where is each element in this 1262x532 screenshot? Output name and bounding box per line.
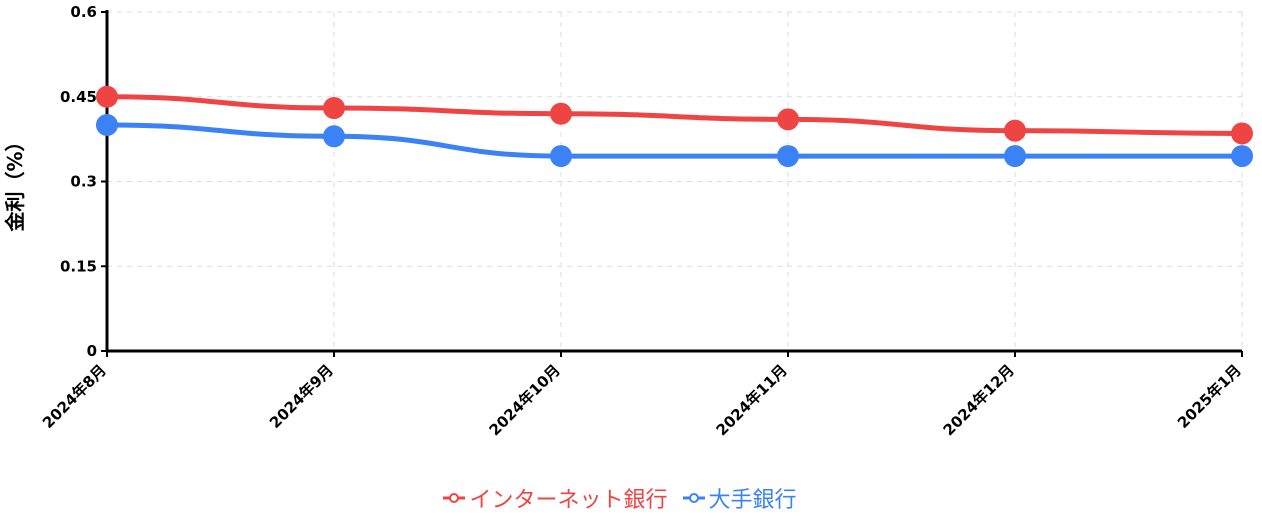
data-point[interactable] (1004, 145, 1026, 168)
data-point[interactable] (96, 114, 118, 136)
x-tick-label: 2024年10月 (486, 361, 564, 439)
legend-line-icon (682, 493, 705, 503)
y-tick-label: 0 (87, 342, 97, 360)
data-point[interactable] (550, 145, 572, 168)
series-line (106, 122, 1242, 159)
x-tick-label: 2025年1月 (1174, 361, 1245, 432)
series-line (106, 94, 1243, 136)
data-point[interactable] (323, 125, 345, 148)
y-tick-label: 0.6 (70, 3, 97, 21)
legend-label: 大手銀行 (708, 488, 797, 513)
y-tick-label: 0.15 (60, 257, 97, 275)
data-point[interactable] (777, 108, 799, 131)
data-point[interactable] (96, 85, 118, 108)
data-point[interactable] (1231, 122, 1253, 145)
legend-item-internet-bank[interactable]: インターネット銀行 (443, 482, 668, 514)
y-axis-title: 金利（%） (3, 131, 27, 232)
data-point[interactable] (1004, 119, 1026, 142)
x-tick-label: 2024年11月 (713, 361, 791, 439)
x-tick-label: 2024年9月 (266, 361, 337, 432)
legend-item-major-bank[interactable]: 大手銀行 (682, 482, 797, 514)
legend-line-icon (443, 493, 466, 503)
x-axis-ticks: 2024年8月 2024年9月 2024年10月 2024年11月 2024年12月 20… (39, 351, 1245, 439)
data-point[interactable] (550, 102, 572, 125)
y-tick-label: 0.3 (70, 173, 97, 191)
y-axis-ticks: 0 0.15 0.3 0.45 0.6 (60, 3, 107, 360)
data-point[interactable] (1231, 145, 1253, 168)
data-point[interactable] (323, 97, 345, 120)
legend-label: インターネット銀行 (469, 488, 668, 513)
axes (105, 10, 1242, 353)
x-tick-label: 2024年12月 (940, 361, 1018, 439)
x-tick-label: 2024年8月 (39, 361, 110, 432)
grid-lines (106, 11, 1243, 351)
legend: インターネット銀行 大手銀行 (0, 482, 1240, 514)
data-point[interactable] (777, 145, 799, 168)
y-tick-label: 0.45 (60, 88, 97, 106)
series-group (96, 85, 1253, 168)
